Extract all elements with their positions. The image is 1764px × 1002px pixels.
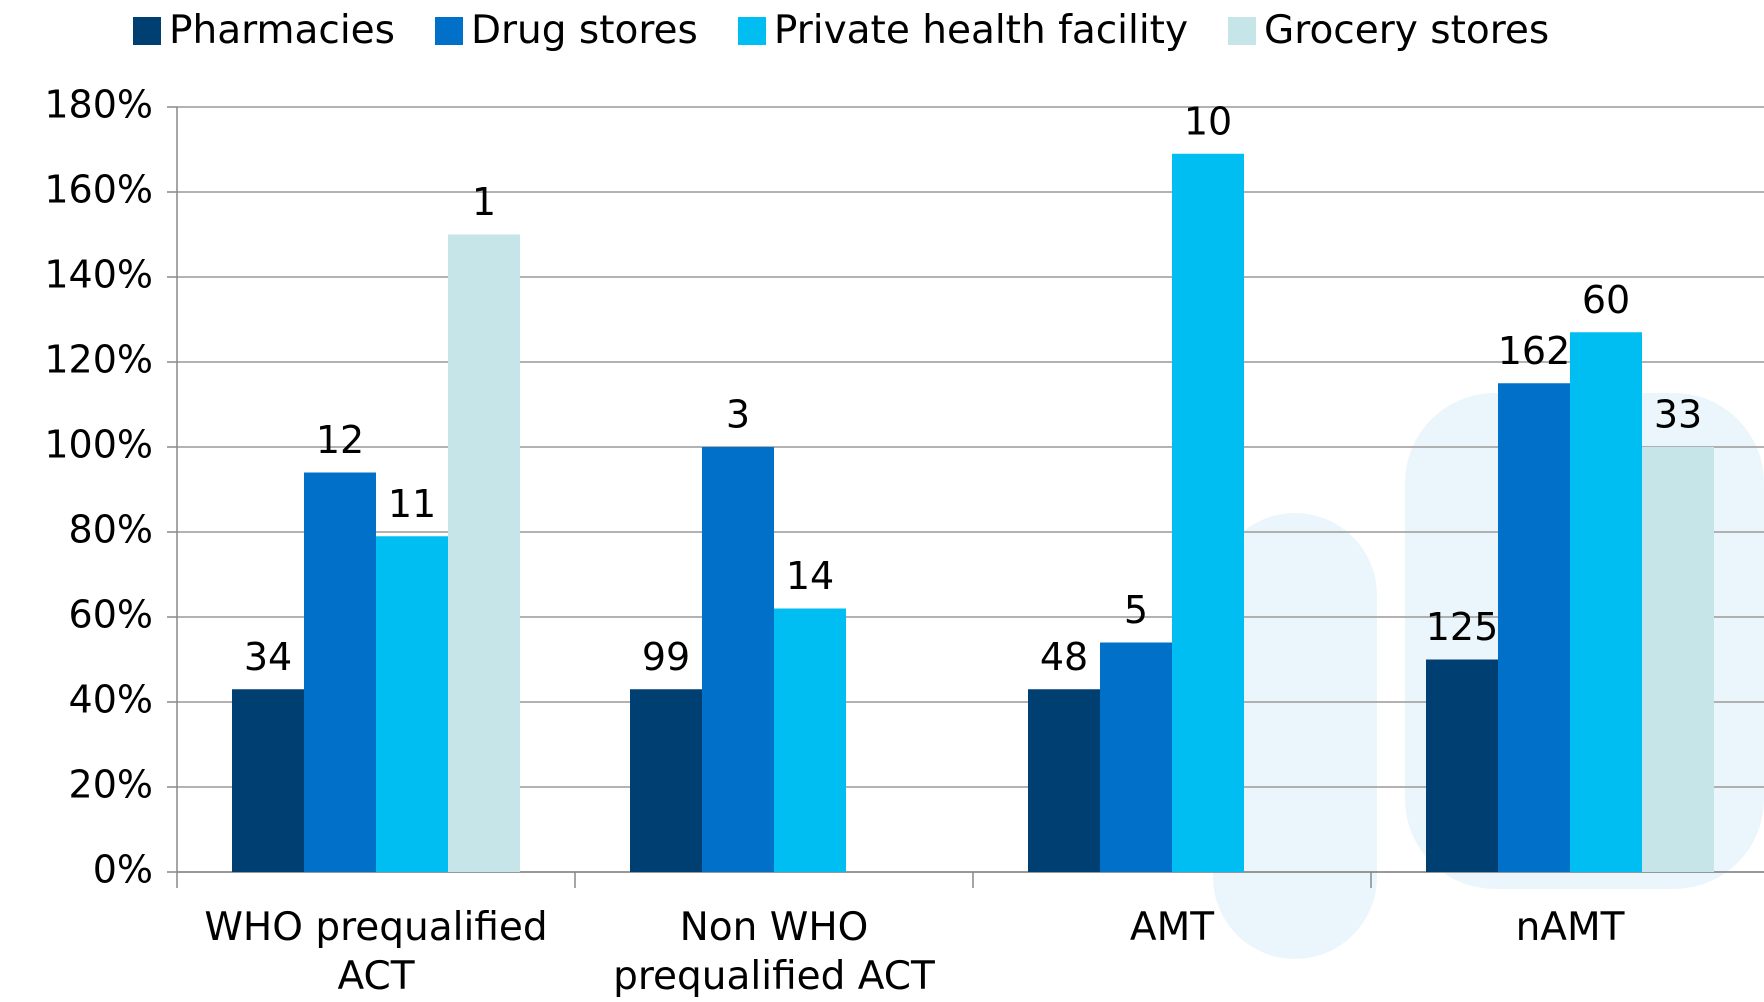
- y-tick-label: 40%: [69, 678, 153, 722]
- x-tick-label: AMT: [1129, 905, 1215, 950]
- bar: [630, 689, 702, 872]
- bar: [232, 689, 304, 872]
- x-tick-label: Non WHO prequalified ACT: [613, 905, 935, 999]
- y-tick-label: 0%: [93, 848, 153, 892]
- y-tick-label: 20%: [69, 763, 153, 807]
- bar: [376, 536, 448, 872]
- bar-label: 14: [786, 554, 834, 598]
- bar-label: 125: [1426, 605, 1499, 649]
- bar-label: 99: [642, 635, 690, 679]
- legend-item: Pharmacies: [133, 8, 395, 53]
- bar: [1028, 689, 1100, 872]
- y-tick-label: 120%: [44, 338, 153, 382]
- y-tick-label: 60%: [69, 593, 153, 637]
- legend-label: Private health facility: [773, 8, 1189, 53]
- bar: [1570, 332, 1642, 872]
- x-tick-label: nAMT: [1515, 905, 1625, 950]
- bar: [1100, 642, 1172, 872]
- legend-item: Private health facility: [737, 8, 1189, 53]
- bar-label: 10: [1184, 99, 1232, 143]
- bar: [1172, 153, 1244, 872]
- bar: [1642, 447, 1714, 872]
- legend: Pharmacies Drug stores Private health faci…: [133, 8, 1549, 53]
- bar: [702, 447, 774, 872]
- bar-label: 60: [1582, 278, 1630, 322]
- bar-label: 48: [1040, 635, 1088, 679]
- bar-label: 33: [1654, 393, 1702, 437]
- bar-label: 3: [726, 393, 750, 437]
- bar: [1498, 383, 1570, 872]
- legend-swatch: [133, 16, 161, 45]
- bar: [1426, 659, 1498, 872]
- legend-swatch: [434, 16, 463, 45]
- bar-label: 34: [244, 635, 292, 679]
- legend-swatch: [1228, 16, 1257, 45]
- bar-label: 11: [388, 482, 436, 526]
- y-tick-label: 80%: [69, 508, 153, 552]
- legend-item: Grocery stores: [1228, 8, 1549, 53]
- bar-label: 5: [1124, 588, 1148, 632]
- legend-label: Pharmacies: [169, 8, 395, 53]
- legend-label: Grocery stores: [1264, 8, 1550, 53]
- y-tick-label: 100%: [44, 423, 153, 467]
- y-tick-label: 140%: [44, 253, 153, 297]
- legend-label: Drug stores: [470, 8, 698, 53]
- legend-swatch: [737, 16, 766, 45]
- bar-label: 1: [472, 180, 496, 224]
- x-tick-label: WHO prequalified ACT: [204, 905, 548, 999]
- bar-label: 12: [316, 418, 364, 462]
- y-tick-label: 180%: [44, 83, 153, 127]
- bar: [774, 608, 846, 872]
- bar-label: 162: [1498, 329, 1571, 373]
- legend-item: Drug stores: [434, 8, 698, 53]
- pill-shape: [1213, 513, 1377, 959]
- bar: [304, 472, 376, 872]
- bar: [448, 234, 520, 872]
- y-tick-label: 160%: [44, 168, 153, 212]
